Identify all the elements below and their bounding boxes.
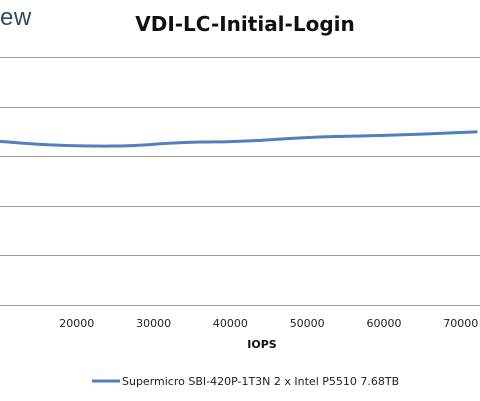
chart-title: VDI-LC-Initial-Login — [135, 12, 355, 36]
x-tick-label-40000: 40000 — [213, 317, 248, 330]
x-tick-label-70000: 70000 — [443, 317, 478, 330]
x-tick-label-60000: 60000 — [367, 317, 402, 330]
legend-label-0: Supermicro SBI-420P-1T3N 2 x Intel P5510… — [122, 375, 399, 388]
x-tick-label-20000: 20000 — [59, 317, 94, 330]
series-line-0 — [0, 130, 478, 148]
x-tick-labels: 20000 30000 40000 50000 60000 70000 — [59, 317, 478, 330]
legend: Supermicro SBI-420P-1T3N 2 x Intel P5510… — [92, 375, 399, 388]
brand-logo-fragment: ew — [0, 4, 32, 31]
gridlines — [0, 57, 480, 256]
x-tick-label-50000: 50000 — [290, 317, 325, 330]
x-axis-title: IOPS — [247, 338, 277, 351]
series-lines — [0, 130, 478, 148]
x-tick-label-30000: 30000 — [136, 317, 171, 330]
